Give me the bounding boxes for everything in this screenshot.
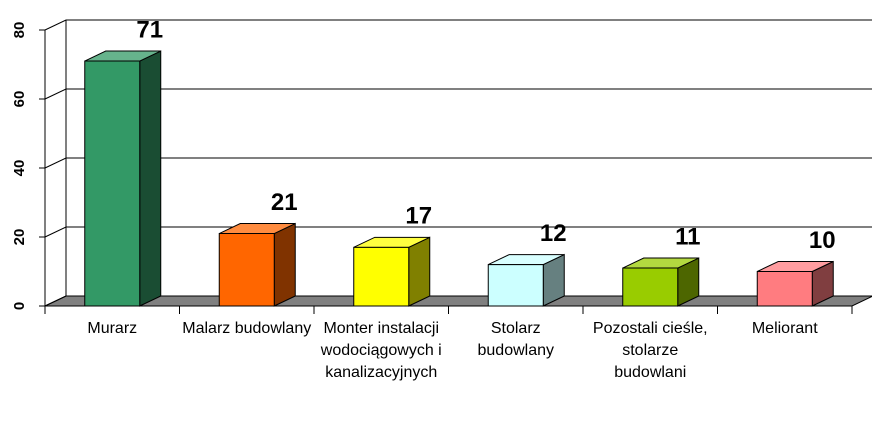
grid-line xyxy=(44,19,872,31)
grid-line xyxy=(44,88,872,100)
value-label: 71 xyxy=(136,16,163,43)
bar xyxy=(84,50,162,307)
bar xyxy=(218,222,296,307)
value-label: 10 xyxy=(809,227,836,254)
x-tick-label: Monter instalacji wodociągowych i kanali… xyxy=(320,320,442,381)
bar xyxy=(756,260,834,307)
grid-line xyxy=(44,157,872,169)
bar xyxy=(353,236,431,307)
value-label: 11 xyxy=(675,223,700,250)
bar-side xyxy=(408,236,431,307)
grid-line xyxy=(44,226,872,238)
bar xyxy=(487,253,565,307)
y-tick-label: 80 xyxy=(11,22,28,39)
bar-side xyxy=(273,222,296,307)
value-label: 12 xyxy=(540,220,567,247)
x-tick-label: Murarz xyxy=(87,320,138,337)
x-tick-label: Stolarz budowlany xyxy=(477,320,555,359)
value-label: 21 xyxy=(271,189,298,216)
bar-front xyxy=(622,267,679,307)
bar-side xyxy=(139,50,162,307)
bar xyxy=(622,257,700,307)
floor xyxy=(44,295,872,307)
value-label: 17 xyxy=(405,203,432,230)
bar-front xyxy=(218,233,275,307)
grid-line xyxy=(44,295,872,307)
x-tick-label: Malarz budowlany xyxy=(182,320,312,337)
y-tick-label: 20 xyxy=(11,229,28,246)
y-tick-label: 40 xyxy=(11,160,28,177)
bar-front xyxy=(756,271,813,307)
x-tick-label: Meliorant xyxy=(751,320,818,337)
y-tick-label: 0 xyxy=(11,302,28,310)
bar-front xyxy=(84,60,141,307)
y-tick-label: 60 xyxy=(11,91,28,108)
bar-front xyxy=(487,264,544,307)
bar-front xyxy=(353,246,410,307)
x-tick-label: Pozostali cieśle, stolarze budowlani xyxy=(592,320,708,381)
